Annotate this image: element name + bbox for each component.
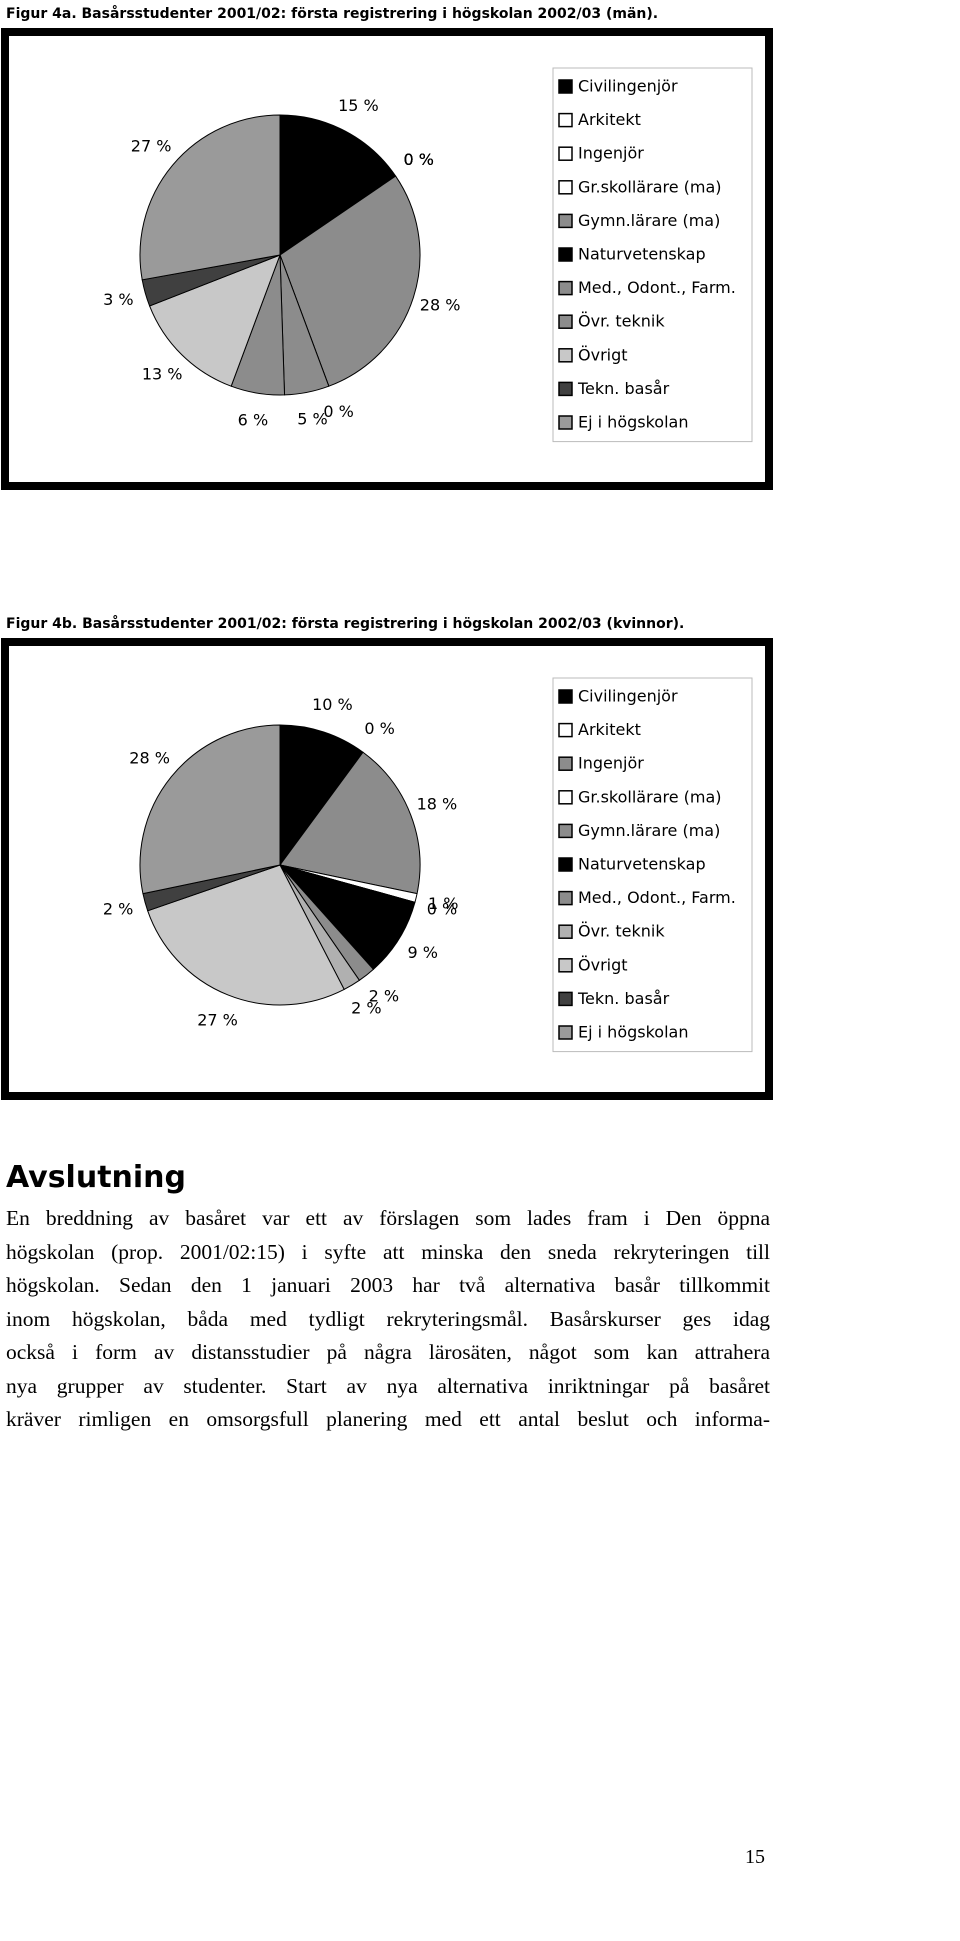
legend-box bbox=[552, 677, 753, 1053]
legend-swatch bbox=[558, 991, 573, 1007]
legend-label: Övrigt bbox=[578, 955, 628, 974]
legend-label: Ingenjör bbox=[578, 754, 644, 773]
slice-label: 1 % bbox=[428, 894, 458, 913]
legend-label: Övrigt bbox=[578, 345, 628, 364]
figure-title: Figur 4a. Basårsstudenter 2001/02: först… bbox=[6, 5, 658, 22]
slice-label: 2 % bbox=[351, 999, 381, 1018]
figures: Figur 4a. Basårsstudenter 2001/02: först… bbox=[1, 5, 773, 1100]
legend-swatch bbox=[558, 415, 573, 430]
legend-label: Civilingenjör bbox=[578, 77, 678, 96]
figure-title: Figur 4b. Basårsstudenter 2001/02: först… bbox=[6, 615, 684, 632]
text-line: nya grupper av studenter. Start av nya a… bbox=[6, 1373, 770, 1398]
legend-label: Tekn. basår bbox=[577, 379, 670, 398]
legend-swatch bbox=[558, 689, 573, 704]
slice-label: 0 % bbox=[364, 719, 394, 738]
figure-frame bbox=[1, 638, 773, 1100]
legend-swatch bbox=[558, 79, 573, 94]
legend-label: Med., Odont., Farm. bbox=[578, 278, 736, 297]
legend-swatch bbox=[558, 348, 573, 363]
legend-label: Övr. teknik bbox=[578, 922, 665, 941]
legend-label: Med., Odont., Farm. bbox=[578, 888, 736, 907]
text-line: En breddning av basåret var ett av försl… bbox=[6, 1206, 770, 1230]
slice-label: 13 % bbox=[142, 364, 183, 383]
pie-slice bbox=[279, 751, 421, 895]
slice-label: 0 % bbox=[323, 402, 353, 421]
slice-label: 3 % bbox=[103, 290, 133, 309]
legend-swatch bbox=[558, 958, 573, 973]
legend-label: Gymn.lärare (ma) bbox=[578, 821, 720, 840]
legend-label: Gr.skollärare (ma) bbox=[578, 177, 722, 196]
legend-label: Civilingenjör bbox=[578, 687, 678, 706]
slice-label: 0 % bbox=[427, 899, 457, 918]
legend-swatch bbox=[558, 857, 573, 872]
legend-swatch bbox=[558, 213, 573, 229]
legend-label: Arkitekt bbox=[578, 720, 641, 739]
paragraph: En breddning av basåret var ett av försl… bbox=[6, 1206, 770, 1441]
legend-label: Gymn.lärare (ma) bbox=[578, 211, 720, 230]
section-heading: Avslutning bbox=[6, 1160, 187, 1195]
legend-label: Övr. teknik bbox=[578, 312, 665, 331]
legend-box bbox=[552, 67, 753, 443]
figure-frame bbox=[1, 28, 773, 490]
text-line: högskolan (prop. 2001/02:15) i syfte att… bbox=[6, 1239, 770, 1264]
legend-swatch bbox=[558, 247, 573, 262]
pie-slice bbox=[139, 114, 281, 281]
slice-label: 0 % bbox=[404, 150, 434, 169]
slice-label: 0 % bbox=[404, 150, 434, 169]
legend-swatch bbox=[558, 790, 573, 805]
slice-label: 9 % bbox=[408, 943, 438, 962]
slice-label: 5 % bbox=[297, 409, 327, 428]
slice-label: 2 % bbox=[103, 899, 133, 918]
legend-swatch bbox=[558, 722, 573, 738]
legend-label: Ej i högskolan bbox=[578, 413, 688, 432]
slice-label: 10 % bbox=[312, 695, 353, 714]
text-line: också i form av distansstudier på några … bbox=[6, 1340, 770, 1364]
slice-label: 0 % bbox=[404, 150, 434, 169]
legend-swatch bbox=[558, 112, 573, 128]
pie-slice bbox=[147, 864, 345, 1006]
slice-label: 18 % bbox=[417, 795, 458, 814]
slice-label: 15 % bbox=[338, 96, 379, 115]
legend-swatch bbox=[558, 924, 573, 939]
legend-swatch bbox=[558, 756, 573, 771]
pie-slice bbox=[148, 254, 281, 387]
page-number: 15 bbox=[745, 1846, 765, 1868]
legend-label: Ingenjör bbox=[578, 144, 644, 163]
text-line: kräver rimligen en omsorgsfull planering… bbox=[6, 1407, 770, 1431]
pie-slice bbox=[279, 114, 397, 256]
text-line: högskolan. Sedan den 1 januari 2003 har … bbox=[6, 1273, 770, 1297]
slice-label: 2 % bbox=[369, 987, 399, 1006]
pie-slice bbox=[278, 864, 416, 971]
slice-label: 27 % bbox=[131, 137, 172, 156]
legend-swatch bbox=[558, 823, 573, 839]
pie-slice bbox=[139, 724, 281, 895]
pie-slice bbox=[279, 724, 364, 867]
legend-swatch bbox=[558, 890, 573, 906]
slice-label: 6 % bbox=[238, 410, 268, 429]
slice-label: 28 % bbox=[420, 295, 461, 314]
legend-label: Naturvetenskap bbox=[578, 245, 706, 264]
text-line: inom högskolan, båda med tydligt rekryte… bbox=[6, 1306, 770, 1331]
legend-swatch bbox=[558, 381, 573, 397]
slice-label: 28 % bbox=[129, 749, 170, 768]
legend-label: Naturvetenskap bbox=[578, 855, 706, 874]
legend-swatch bbox=[558, 280, 573, 296]
legend-swatch bbox=[558, 146, 573, 161]
legend-swatch bbox=[558, 180, 573, 195]
slice-label: 27 % bbox=[197, 1010, 238, 1029]
legend-swatch bbox=[558, 314, 573, 329]
legend-swatch bbox=[558, 1025, 573, 1040]
legend-label: Ej i högskolan bbox=[578, 1023, 688, 1042]
legend-label: Tekn. basår bbox=[577, 989, 670, 1008]
legend-label: Gr.skollärare (ma) bbox=[578, 787, 722, 806]
legend-label: Arkitekt bbox=[578, 110, 641, 129]
pie-slice bbox=[279, 175, 421, 387]
